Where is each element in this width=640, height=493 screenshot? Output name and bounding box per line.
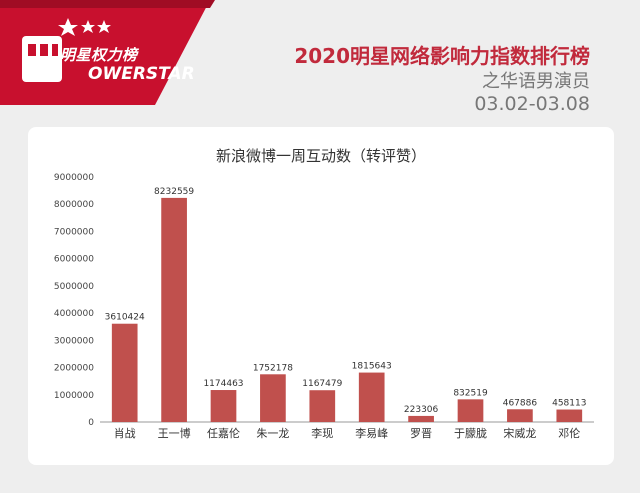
page-category: 之华语男演员 [482, 71, 590, 92]
x-tick-label: 肖战 [114, 426, 136, 440]
data-label: 8232559 [154, 187, 194, 197]
data-label: 467886 [503, 398, 538, 408]
y-tick-label: 5000000 [54, 282, 94, 292]
logo-banner [0, 0, 215, 105]
y-tick-label: 1000000 [54, 391, 94, 401]
x-tick-label: 王一博 [158, 427, 191, 440]
chart-title: 新浪微博一周互动数（转评赞） [216, 147, 426, 165]
data-label: 458113 [552, 399, 586, 409]
y-tick-label: 6000000 [54, 255, 94, 265]
bar [161, 197, 187, 422]
bar [210, 390, 237, 422]
bar-chart: 新浪微博一周互动数（转评赞） 0 1000000 2000000 3000000 4000… [54, 147, 594, 440]
y-tick-label: 0 [88, 418, 94, 428]
data-label: 1752178 [253, 363, 293, 373]
bar [507, 409, 533, 422]
data-label: 1174463 [203, 379, 243, 389]
star-icon [97, 20, 111, 33]
x-tick-label: 朱一龙 [256, 427, 289, 440]
y-tick-label: 7000000 [54, 227, 94, 237]
bar [457, 399, 484, 422]
y-tick-label: 8000000 [54, 200, 94, 210]
data-label: 1815643 [352, 362, 392, 372]
header: 明星权力榜 OWERSTAR 2020明星网络影响力指数排行榜 之华语男演员 0… [0, 0, 640, 115]
logo-subtext: OWERSTAR [88, 64, 195, 84]
bar [556, 409, 583, 422]
bar [111, 323, 138, 422]
data-label: 223306 [404, 405, 439, 415]
x-tick-label: 宋威龙 [503, 426, 536, 440]
bar [408, 415, 434, 422]
y-tick-label: 3000000 [54, 336, 94, 346]
x-tick-label: 任嘉伦 [207, 426, 240, 440]
page-title: 2020明星网络影响力指数排行榜 [294, 44, 590, 68]
data-label: 3610424 [105, 313, 145, 323]
chart-card: 新浪微博一周互动数（转评赞） 0 1000000 2000000 3000000 4000… [28, 127, 614, 465]
x-tick-label: 李易峰 [355, 426, 388, 440]
bar [309, 390, 336, 422]
data-label: 832519 [453, 388, 488, 398]
data-label: 1167479 [302, 379, 342, 389]
y-tick-label: 4000000 [54, 309, 94, 319]
x-tick-label: 李现 [311, 426, 333, 440]
x-tick-label: 罗晋 [410, 427, 432, 440]
bar [260, 374, 286, 422]
fist-icon [22, 36, 62, 82]
date-range: 03.02-03.08 [474, 93, 590, 115]
y-tick-label: 2000000 [54, 364, 94, 374]
y-tick-label: 9000000 [54, 173, 94, 183]
x-tick-label: 于朦胧 [454, 426, 487, 440]
star-icon [58, 18, 78, 36]
x-tick-label: 邓伦 [558, 426, 580, 440]
logo-text: 明星权力榜 [60, 46, 138, 64]
bar [358, 372, 385, 422]
star-icon [81, 20, 95, 33]
